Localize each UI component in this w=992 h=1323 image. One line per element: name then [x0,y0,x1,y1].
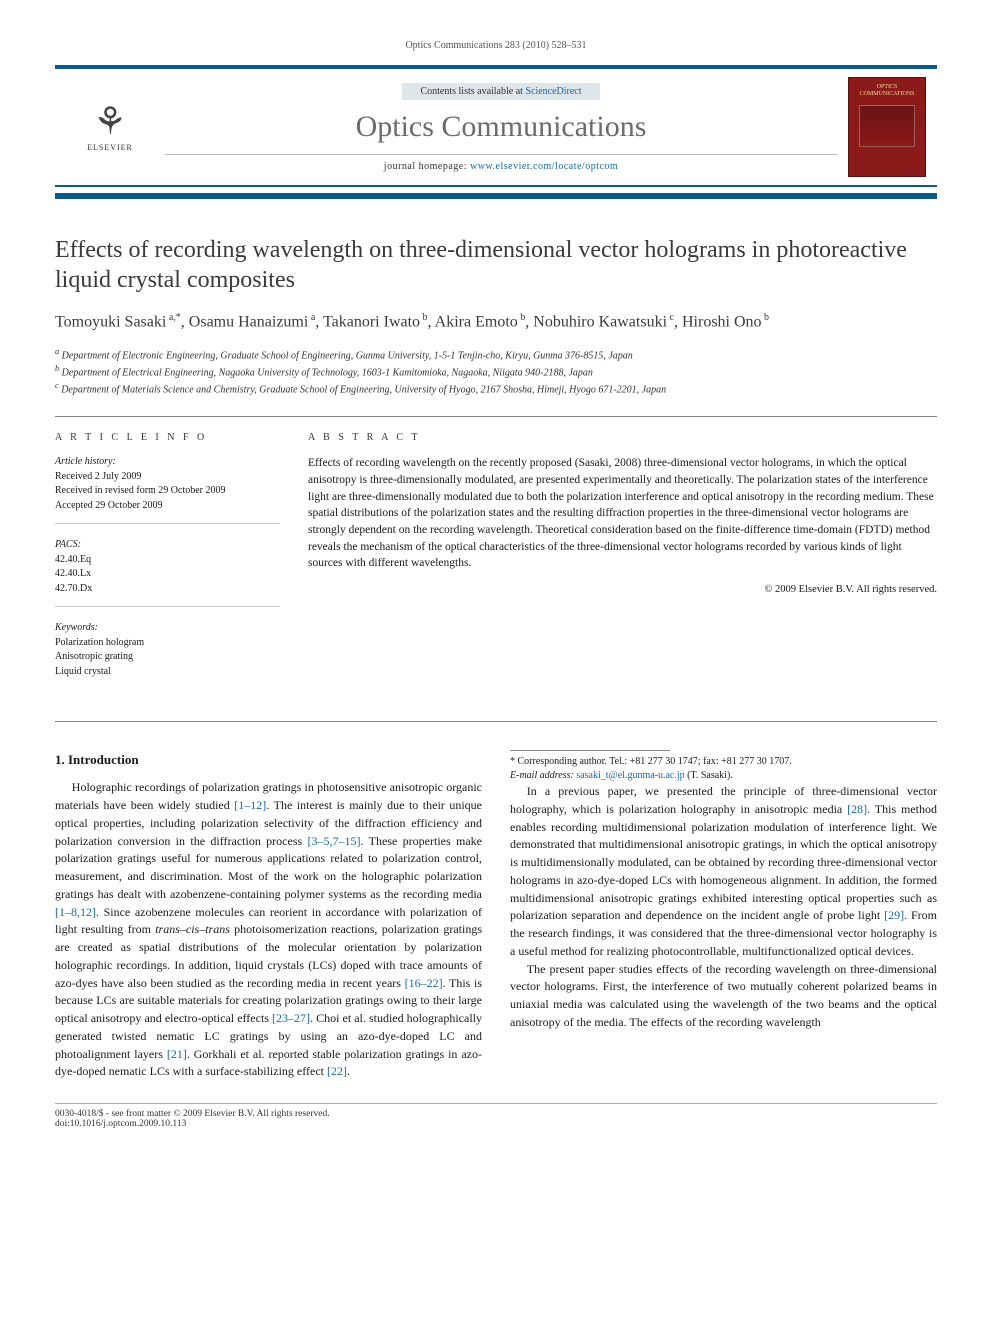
journal-homepage-line: journal homepage: www.elsevier.com/locat… [165,154,837,172]
keyword-0: Polarization hologram [55,637,144,648]
cite-3-5-7-15[interactable]: [3–5,7–15] [308,834,361,848]
doi-value: doi:10.1016/j.optcom.2009.10.113 [55,1119,186,1129]
corresponding-author-footnote: * Corresponding author. Tel.: +81 277 30… [510,755,937,783]
page: Optics Communications 283 (2010) 528–531… [0,0,992,1169]
publisher-name: ELSEVIER [87,143,133,152]
running-header: Optics Communications 283 (2010) 528–531 [55,40,937,51]
affiliation-b: b Department of Electrical Engineering, … [55,363,937,380]
keyword-1: Anisotropic grating [55,651,133,662]
cover-title: OPTICS COMMUNICATIONS [853,84,921,97]
email-label: E-mail address: [510,770,574,781]
abstract-copyright: © 2009 Elsevier B.V. All rights reserved… [308,582,937,597]
doi-footer: 0030-4018/$ - see front matter © 2009 El… [55,1103,937,1129]
affiliation-c: c Department of Materials Science and Ch… [55,380,937,397]
journal-homepage-link[interactable]: www.elsevier.com/locate/optcom [470,161,618,172]
abstract-header: A B S T R A C T [308,431,937,446]
affiliations: a Department of Electronic Engineering, … [55,346,937,398]
para-3: The present paper studies effects of the… [510,961,937,1032]
abstract-column: A B S T R A C T Effects of recording wav… [308,431,937,704]
cite-21[interactable]: [21] [167,1047,187,1061]
keywords-block: Keywords: Polarization hologram Anisotro… [55,621,280,689]
cite-22[interactable]: [22] [327,1064,347,1078]
pacs-0: 42.40.Eq [55,554,91,565]
article-history-block: Article history: Received 2 July 2009 Re… [55,455,280,524]
pacs-1: 42.40.Lx [55,568,91,579]
masthead-bar: ⚘ ELSEVIER Contents lists available at S… [55,65,937,187]
keywords-label: Keywords: [55,622,98,633]
sciencedirect-line: Contents lists available at ScienceDirec… [402,83,599,100]
affiliation-a: a Department of Electronic Engineering, … [55,346,937,363]
cite-1-12[interactable]: [1–12] [234,798,266,812]
elsevier-tree-icon: ⚘ [93,103,127,141]
footnote-separator [510,750,670,751]
corr-author-name-paren: (T. Sasaki). [687,770,733,781]
cite-1-8-12[interactable]: [1–8,12] [55,905,96,919]
pacs-block: PACS: 42.40.Eq 42.40.Lx 42.70.Dx [55,538,280,607]
history-revised: Received in revised form 29 October 2009 [55,485,226,496]
contents-pre: Contents lists available at [420,86,525,97]
doi-left: 0030-4018/$ - see front matter © 2009 El… [55,1109,330,1129]
history-received: Received 2 July 2009 [55,471,141,482]
pacs-label: PACS: [55,539,81,550]
publisher-logo-cell: ⚘ ELSEVIER [55,69,165,185]
elsevier-logo: ⚘ ELSEVIER [75,87,145,167]
corr-author-email-link[interactable]: sasaki_t@el.gunma-u.ac.jp [576,770,684,781]
cite-23-27[interactable]: [23–27] [272,1011,310,1025]
body-columns: 1. Introduction Holographic recordings o… [55,750,937,1081]
info-abstract-row: A R T I C L E I N F O Article history: R… [55,416,937,723]
abstract-text: Effects of recording wavelength on the r… [308,455,937,572]
journal-cover-thumb: OPTICS COMMUNICATIONS [848,77,926,177]
cite-16-22[interactable]: [16–22] [405,976,443,990]
ital-trans-cis-trans: trans–cis–trans [155,922,230,936]
cite-28[interactable]: [28] [847,802,867,816]
authors-line: Tomoyuki Sasaki a,*, Osamu Hanaizumi a, … [55,311,937,334]
pacs-2: 42.70.Dx [55,583,92,594]
cover-cell: OPTICS COMMUNICATIONS [837,69,937,185]
masthead-bottom-bar [55,193,937,199]
article-title: Effects of recording wavelength on three… [55,235,937,295]
para-1: Holographic recordings of polarization g… [55,779,482,1081]
cover-art-box [859,105,915,147]
keyword-2: Liquid crystal [55,666,111,677]
para-2: In a previous paper, we presented the pr… [510,783,937,961]
cite-29[interactable]: [29] [884,908,904,922]
homepage-pre: journal homepage: [384,161,470,172]
corr-author-line: * Corresponding author. Tel.: +81 277 30… [510,755,937,769]
corr-author-email-line: E-mail address: sasaki_t@el.gunma-u.ac.j… [510,769,937,783]
article-info-column: A R T I C L E I N F O Article history: R… [55,431,280,704]
journal-name: Optics Communications [356,110,647,144]
section-1-title: 1. Introduction [55,750,482,769]
history-label: Article history: [55,456,116,467]
masthead-center: Contents lists available at ScienceDirec… [165,69,837,185]
sciencedirect-link[interactable]: ScienceDirect [525,86,581,97]
article-info-header: A R T I C L E I N F O [55,431,280,446]
history-accepted: Accepted 29 October 2009 [55,500,162,511]
